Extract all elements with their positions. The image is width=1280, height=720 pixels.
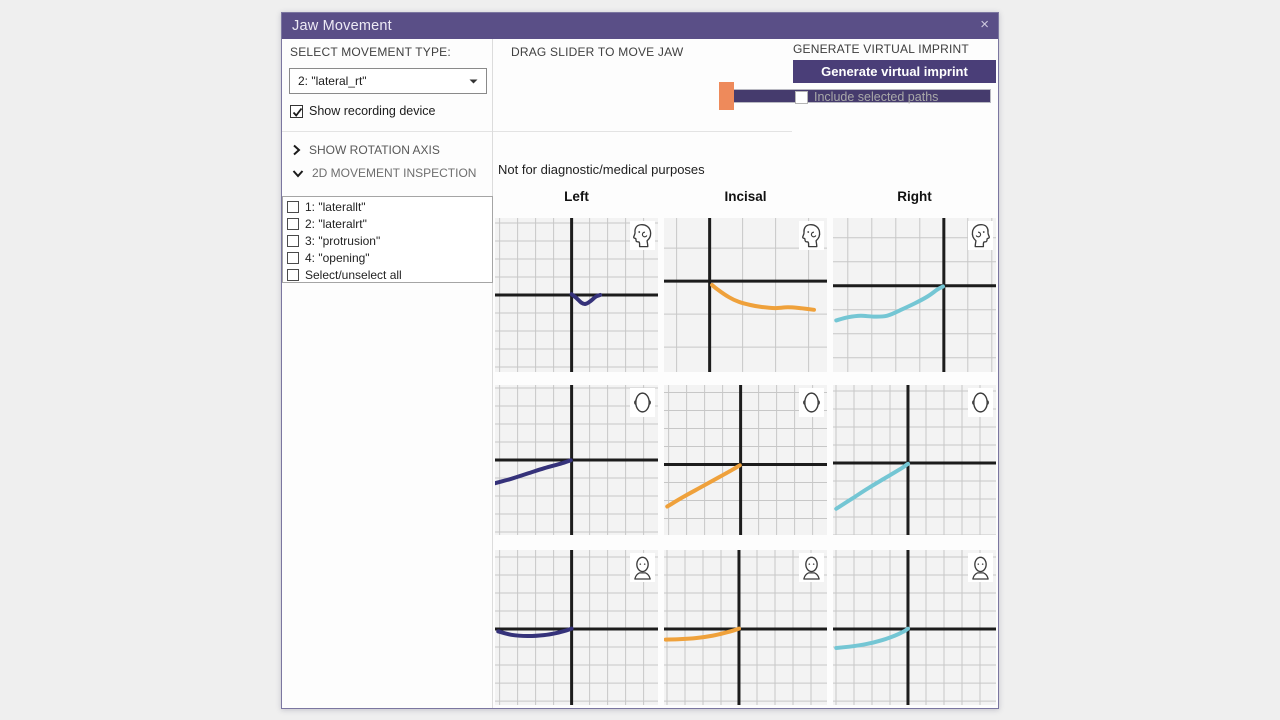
head-top-icon xyxy=(968,388,993,417)
head-front-icon xyxy=(630,553,655,582)
checkbox-box[interactable] xyxy=(287,234,299,247)
2d-movement-inspection-expander[interactable]: 2D MOVEMENT INSPECTION xyxy=(292,164,476,182)
list-item[interactable]: 4: "opening" xyxy=(283,249,492,266)
head-front-icon xyxy=(799,553,824,582)
generate-imprint-button[interactable]: Generate virtual imprint xyxy=(793,60,996,83)
movement-type-panel: SELECT MOVEMENT TYPE: 2: "lateral_rt" Sh… xyxy=(282,39,492,132)
checkbox-box[interactable] xyxy=(290,104,303,118)
charts-grid xyxy=(495,218,996,706)
head-side-icon xyxy=(630,221,655,250)
column-header-left: Left xyxy=(564,189,589,204)
jaw-slider[interactable] xyxy=(719,82,991,111)
head-side-icon xyxy=(968,221,993,250)
checkbox-label: Show recording device xyxy=(309,104,436,118)
list-item-label: Select/unselect all xyxy=(305,267,402,282)
chart-left-row2 xyxy=(495,385,658,535)
list-item[interactable]: 2: "lateralrt" xyxy=(283,215,492,232)
list-item[interactable]: Select/unselect all xyxy=(283,266,492,283)
chevron-down-icon xyxy=(469,79,486,84)
chart-right-row2 xyxy=(833,385,996,535)
jaw-movement-dialog: Jaw Movement × SELECT MOVEMENT TYPE: 2: … xyxy=(281,12,999,709)
list-item[interactable]: 3: "protrusion" xyxy=(283,232,492,249)
include-paths-checkbox[interactable]: Include selected paths xyxy=(795,90,938,104)
movement-type-dropdown[interactable]: 2: "lateral_rt" xyxy=(289,68,487,94)
chart-incisal-row1 xyxy=(664,218,827,372)
list-item-label: 3: "protrusion" xyxy=(305,233,381,248)
chart-right-row1 xyxy=(833,218,996,372)
checkbox-label: Include selected paths xyxy=(814,90,939,104)
expander-label: 2D MOVEMENT INSPECTION xyxy=(312,166,477,180)
checkbox-box[interactable] xyxy=(795,90,808,104)
chart-incisal-row3 xyxy=(664,550,827,705)
head-side-icon xyxy=(799,221,824,250)
movement-type-value: 2: "lateral_rt" xyxy=(298,74,367,88)
window-title: Jaw Movement xyxy=(292,18,392,34)
movement-type-label: SELECT MOVEMENT TYPE: xyxy=(290,45,451,59)
head-top-icon xyxy=(630,388,655,417)
checkbox-box[interactable] xyxy=(287,200,299,213)
chart-left-row3 xyxy=(495,550,658,705)
show-recording-device-checkbox[interactable]: Show recording device xyxy=(290,104,435,118)
disclaimer-text: Not for diagnostic/medical purposes xyxy=(498,162,705,177)
list-item-label: 1: "laterallt" xyxy=(305,199,366,214)
chevron-down-icon xyxy=(292,169,304,177)
close-icon[interactable]: × xyxy=(980,16,989,33)
chart-left-row1 xyxy=(495,218,658,372)
list-item-label: 2: "lateralrt" xyxy=(305,216,367,231)
title-bar: Jaw Movement × xyxy=(282,13,998,39)
chart-right-row3 xyxy=(833,550,996,705)
show-rotation-axis-expander[interactable]: SHOW ROTATION AXIS xyxy=(292,141,440,159)
chart-incisal-row2 xyxy=(664,385,827,535)
slider-panel: DRAG SLIDER TO MOVE JAW xyxy=(492,39,991,132)
slider-label: DRAG SLIDER TO MOVE JAW xyxy=(511,45,684,59)
chevron-right-icon xyxy=(293,144,301,156)
checkbox-box[interactable] xyxy=(287,251,299,264)
imprint-header: GENERATE VIRTUAL IMPRINT xyxy=(793,42,969,56)
expander-label: SHOW ROTATION AXIS xyxy=(309,143,440,157)
column-header-right: Right xyxy=(897,189,932,204)
checkbox-box[interactable] xyxy=(287,217,299,230)
column-header-incisal: Incisal xyxy=(724,189,767,204)
movement-listbox: 1: "laterallt" 2: "lateralrt" 3: "protru… xyxy=(282,196,493,283)
imprint-panel: GENERATE VIRTUAL IMPRINT Generate virtua… xyxy=(792,39,998,131)
head-front-icon xyxy=(968,553,993,582)
slider-handle[interactable] xyxy=(719,82,734,110)
checkbox-box[interactable] xyxy=(287,268,299,281)
list-item[interactable]: 1: "laterallt" xyxy=(283,198,492,215)
vertical-separator xyxy=(492,39,493,708)
list-item-label: 4: "opening" xyxy=(305,250,370,265)
head-top-icon xyxy=(799,388,824,417)
